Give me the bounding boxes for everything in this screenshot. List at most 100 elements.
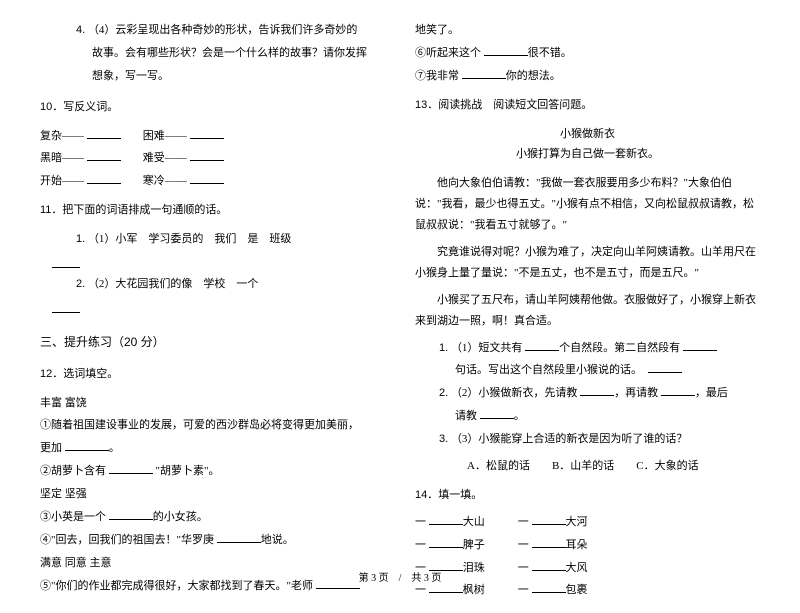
q13-2b: ，再请教 — [614, 387, 658, 399]
story-title: 小猴做新衣 — [415, 124, 760, 145]
f-b2: 耳朵 — [566, 539, 588, 551]
s7b: 你的想法。 — [506, 70, 561, 82]
q13-subs: 1. （1）短文共有 个自然段。第二自然段有 句话。写出这个自然段里小猴说的话。… — [415, 338, 760, 450]
q12-title: 选词填空。 — [63, 368, 118, 380]
q13-title: 阅读挑战 阅读短文回答问题。 — [438, 99, 592, 111]
blank[interactable] — [109, 509, 153, 520]
blank[interactable] — [87, 128, 121, 139]
opt-a[interactable]: A．松鼠的话 — [467, 460, 530, 472]
q13-1a: （1）短文共有 — [451, 342, 523, 354]
blank[interactable] — [109, 463, 153, 474]
blank-line[interactable] — [52, 301, 80, 313]
q13-2c: ，最后 — [695, 387, 728, 399]
s2: ②胡萝卜含有 — [40, 465, 106, 477]
s1b: 更加 — [40, 442, 62, 454]
q13-1c: 句话。写出这个自然段里小猴说的话。 — [455, 364, 637, 376]
blank[interactable] — [580, 385, 614, 396]
q4-num: 4. — [76, 24, 85, 36]
blank[interactable] — [532, 514, 566, 525]
page-footer: 第 3 页 / 共 3 页 — [0, 569, 800, 584]
s5b: 地笑了。 — [415, 20, 760, 41]
ant-r3a: 开始—— — [40, 175, 84, 187]
f-a1: 大山 — [463, 516, 485, 528]
antonyms-block: 复杂—— 困难—— 黑暗—— 难受—— 开始—— 寒冷—— — [40, 126, 385, 193]
p2: 究竟谁说得对呢？小猴为难了，决定向山羊阿姨请教。山羊用尺在小猴身上量了量说："不… — [415, 242, 760, 284]
q14-num: 14． — [415, 489, 438, 501]
blank[interactable] — [190, 150, 224, 161]
blank-line[interactable] — [52, 256, 80, 268]
q14-title: 填一填。 — [438, 489, 482, 501]
section-heading: 三、提升练习（20 分） — [40, 331, 385, 354]
f-d2: 包裹 — [566, 584, 588, 596]
q4-l3: 想象，写一写。 — [76, 66, 385, 87]
blank[interactable] — [683, 340, 717, 351]
q11-items: 1. （1）小军 学习委员的 我们 是 班级 2. （2）大花园我们的像 学校 … — [40, 229, 385, 313]
q11-2-txt: （2）大花园我们的像 学校 一个 — [88, 278, 259, 290]
fill-grid: 一 大山 一 大河 一 脾子 一 耳朵 一 泪珠 一 大风 一 枫树 一 包裹 — [415, 512, 760, 602]
left-column: 4. （4）云彩呈现出各种奇妙的形状，告诉我们许多奇妙的 故事。会有哪些形状？会… — [40, 20, 385, 603]
blank[interactable] — [87, 150, 121, 161]
s4: ④"回去，回我们的祖国去！"华罗庚 — [40, 534, 214, 546]
s7: ⑦我非常 — [415, 70, 459, 82]
blank[interactable] — [661, 385, 695, 396]
q10-title: 写反义词。 — [63, 101, 118, 113]
s3b: 的小女孩。 — [153, 511, 208, 523]
q13-1-n: 1. — [439, 342, 448, 354]
blank[interactable] — [648, 362, 682, 373]
story-sub: 小猴打算为自己做一套新衣。 — [415, 144, 760, 165]
q13-3a: （3）小猴能穿上合适的新衣是因为听了谁的话？ — [451, 433, 688, 445]
q4-block: 4. （4）云彩呈现出各种奇妙的形状，告诉我们许多奇妙的 故事。会有哪些形状？会… — [40, 20, 385, 87]
q13-2d: 请教 — [455, 410, 477, 422]
ant-r2b: 难受—— — [143, 152, 187, 164]
blank[interactable] — [484, 45, 528, 56]
q11-title: 把下面的词语排成一句通顺的话。 — [62, 204, 227, 216]
blank[interactable] — [429, 537, 463, 548]
q12-num: 12． — [40, 368, 63, 380]
q11-num: 11． — [40, 204, 62, 216]
blank[interactable] — [217, 532, 261, 543]
p3: 小猴买了五尺布，请山羊阿姨帮他做。衣服做好了，小猴穿上新衣来到湖边一照，啊！真合… — [415, 290, 760, 332]
right-column: 地笑了。 ⑥听起来这个 很不错。 ⑦我非常 你的想法。 13．阅读挑战 阅读短文… — [415, 20, 760, 603]
blank[interactable] — [65, 440, 109, 451]
q11-1-n: 1. — [76, 233, 85, 245]
blank[interactable] — [429, 514, 463, 525]
q4-l1: （4）云彩呈现出各种奇妙的形状，告诉我们许多奇妙的 — [88, 24, 358, 36]
q13-1b: 个自然段。第二自然段有 — [559, 342, 680, 354]
s6b: 很不错。 — [528, 47, 572, 59]
f-d1: 枫树 — [463, 584, 485, 596]
ant-r3b: 寒冷—— — [143, 175, 187, 187]
s4b: 地说。 — [261, 534, 294, 546]
blank[interactable] — [525, 340, 559, 351]
q10-num: 10． — [40, 101, 63, 113]
opt-b[interactable]: B．山羊的话 — [552, 460, 614, 472]
q13-num: 13． — [415, 99, 438, 111]
q4-l2: 故事。会有哪些形状？会是一个什么样的故事？请你发挥 — [76, 43, 385, 64]
blank[interactable] — [190, 173, 224, 184]
ant-r2a: 黑暗—— — [40, 152, 84, 164]
s1c: 。 — [109, 442, 120, 454]
q13-3-n: 3. — [439, 433, 448, 445]
options: A．松鼠的话 B．山羊的话 C．大象的话 — [415, 456, 760, 477]
blank[interactable] — [190, 128, 224, 139]
q13-2e: 。 — [514, 410, 525, 422]
blank[interactable] — [462, 68, 506, 79]
pair1: 丰富 富饶 — [40, 393, 385, 414]
p1: 他向大象伯伯请教："我做一套衣服要用多少布料？"大象伯伯说："我看，最少也得五丈… — [415, 173, 760, 236]
q11-2-n: 2. — [76, 278, 85, 290]
ant-r1a: 复杂—— — [40, 130, 84, 142]
pair2: 坚定 坚强 — [40, 484, 385, 505]
s6: ⑥听起来这个 — [415, 47, 481, 59]
s1: ①随着祖国建设事业的发展，可爱的西沙群岛必将变得更加美丽， — [40, 419, 359, 431]
blank[interactable] — [532, 537, 566, 548]
s3: ③小英是一个 — [40, 511, 106, 523]
q13-2a: （2）小猴做新衣，先请教 — [451, 387, 578, 399]
q13-2-n: 2. — [439, 387, 448, 399]
blank[interactable] — [87, 173, 121, 184]
ant-r1b: 困难—— — [143, 130, 187, 142]
f-a2: 大河 — [566, 516, 588, 528]
opt-c[interactable]: C．大象的话 — [636, 460, 698, 472]
f-b1: 脾子 — [463, 539, 485, 551]
q11-1-txt: （1）小军 学习委员的 我们 是 班级 — [88, 233, 292, 245]
blank[interactable] — [480, 408, 514, 419]
s2b: "胡萝卜素"。 — [156, 465, 220, 477]
